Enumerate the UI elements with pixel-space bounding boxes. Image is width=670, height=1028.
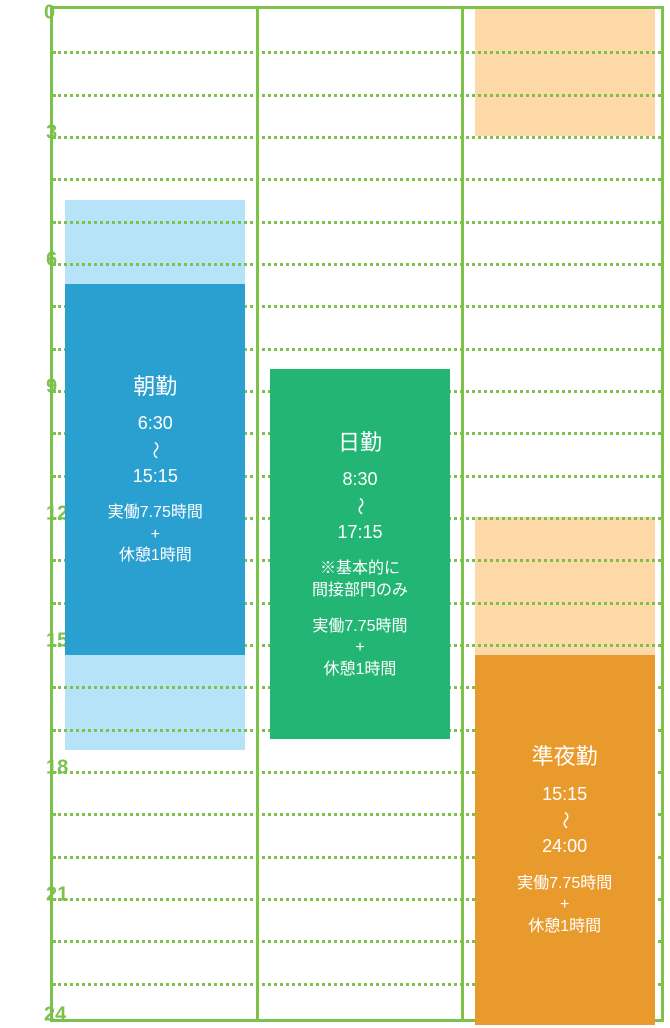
shift-evening-detail: 実働7.75時間+休憩1時間 [517, 873, 612, 938]
gridline-h5 [53, 221, 661, 224]
shift-morning-detail: 実働7.75時間+休憩1時間 [108, 502, 203, 567]
gridline-h1 [53, 51, 661, 54]
gridline-h6 [53, 263, 661, 266]
gridline-h4 [53, 178, 661, 181]
column-divider [256, 9, 259, 1019]
shift-day-time: 8:30〜17:15 [337, 467, 382, 544]
shift-morning-title: 朝勤 [133, 372, 177, 402]
plot-area: 朝勤 6:30〜15:15 実働7.75時間+休憩1時間 日勤 8:30〜17:15 ※基… [50, 6, 664, 1022]
shift-evening-overflow [475, 9, 655, 136]
shift-morning-block: 朝勤 6:30〜15:15 実働7.75時間+休憩1時間 [65, 284, 245, 654]
shift-evening-block: 準夜勤 15:15〜24:00 実働7.75時間+休憩1時間 [475, 655, 655, 1025]
shift-day-detail: 実働7.75時間+休憩1時間 [312, 616, 407, 681]
shift-timeline-chart: 朝勤 6:30〜15:15 実働7.75時間+休憩1時間 日勤 8:30〜17:15 ※基… [0, 0, 670, 1028]
shift-day-note: ※基本的に間接部門のみ [312, 558, 408, 601]
gridline-h2 [53, 94, 661, 97]
column-divider [461, 9, 464, 1019]
gridline-h3 [53, 136, 661, 139]
shift-day-title: 日勤 [338, 428, 382, 458]
shift-evening-time: 15:15〜24:00 [542, 782, 587, 859]
shift-morning-time: 6:30〜15:15 [133, 411, 178, 488]
shift-evening-title: 準夜勤 [532, 742, 598, 772]
shift-day-block: 日勤 8:30〜17:15 ※基本的に間接部門のみ実働7.75時間+休憩1時間 [270, 369, 450, 739]
